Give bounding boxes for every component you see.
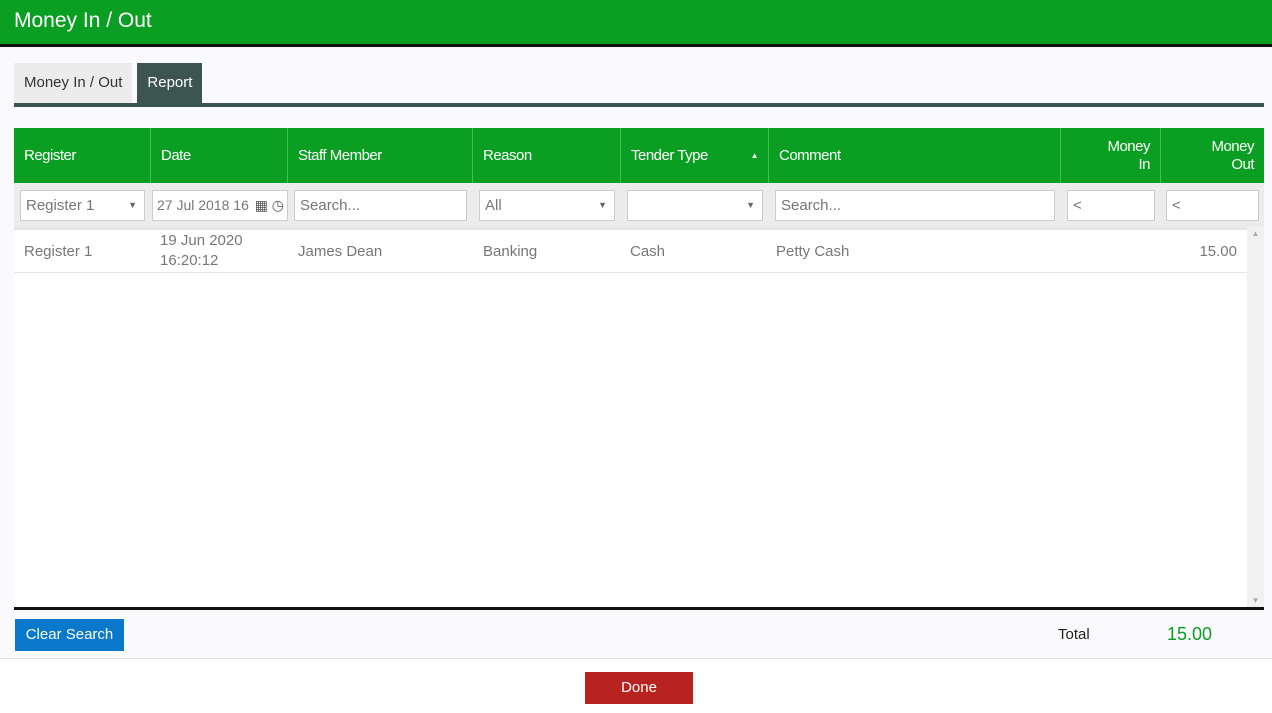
col-money-out[interactable]: Money Out <box>1161 128 1264 183</box>
cell-date-time: 16:20:12 <box>160 252 219 269</box>
col-tender-label: Tender Type <box>631 147 708 164</box>
date-filter[interactable]: 27 Jul 2018 16 ▦ ◷ <box>152 189 288 221</box>
col-tender[interactable]: Tender Type ▲ <box>621 128 769 183</box>
scrollbar[interactable]: ▲ ▼ <box>1247 227 1264 607</box>
reason-filter[interactable]: All ▼ <box>479 189 615 221</box>
chevron-down-icon: ▼ <box>746 200 755 210</box>
chevron-down-icon: ▼ <box>598 200 607 210</box>
col-comment[interactable]: Comment <box>769 128 1061 183</box>
tab-report[interactable]: Report <box>137 63 203 103</box>
table-header: Register Date Staff Member Reason Tender… <box>14 128 1264 183</box>
chevron-down-icon: ▼ <box>128 200 137 210</box>
clear-search-button[interactable]: Clear Search <box>15 619 124 651</box>
reason-filter-value: All <box>485 196 502 214</box>
register-filter-value: Register 1 <box>26 196 95 214</box>
cell-tender: Cash <box>630 242 666 260</box>
money-in-filter[interactable] <box>1067 189 1155 221</box>
col-money-in[interactable]: Money In <box>1061 128 1161 183</box>
tab-divider <box>14 103 1264 107</box>
col-reason[interactable]: Reason <box>473 128 621 183</box>
col-money-out-label: Money Out <box>1211 137 1254 173</box>
tab-money-in-out[interactable]: Money In / Out <box>14 63 133 103</box>
cell-staff: James Dean <box>298 242 383 260</box>
total-value: 15.00 <box>1167 624 1213 644</box>
cell-register: Register 1 <box>24 242 93 260</box>
register-filter[interactable]: Register 1 ▼ <box>20 189 145 221</box>
table-row[interactable]: Register 1 19 Jun 2020 16:20:12 James Dea… <box>14 230 1247 273</box>
scroll-up-icon[interactable]: ▲ <box>1251 229 1260 238</box>
staff-search-input[interactable] <box>294 189 467 221</box>
cell-date: 19 Jun 2020 16:20:12 <box>151 231 288 271</box>
col-register[interactable]: Register <box>14 128 151 183</box>
cell-comment: Petty Cash <box>776 242 850 260</box>
scroll-down-icon[interactable]: ▼ <box>1251 596 1260 605</box>
cell-date-day: 19 Jun 2020 <box>160 232 243 249</box>
filter-row: Register 1 ▼ 27 Jul 2018 16 ▦◷ All ▼ ▼ <box>14 183 1264 227</box>
date-filter-value: 27 Jul 2018 16 <box>157 197 249 213</box>
col-staff[interactable]: Staff Member <box>288 128 473 183</box>
cell-money-out: 15.00 <box>1199 242 1237 260</box>
col-money-in-label: Money In <box>1107 137 1150 173</box>
total-label: Total <box>1058 626 1090 643</box>
col-date[interactable]: Date <box>151 128 288 183</box>
money-out-filter[interactable] <box>1166 189 1259 221</box>
table-body: Register 1 19 Jun 2020 16:20:12 James Dea… <box>14 227 1264 610</box>
done-button[interactable]: Done <box>585 672 693 704</box>
calendar-icon[interactable]: ▦ <box>254 196 268 213</box>
tab-bar: Money In / Out Report <box>14 63 203 103</box>
sort-asc-icon: ▲ <box>750 151 759 160</box>
window-title: Money In / Out <box>0 0 1272 47</box>
cell-reason: Banking <box>483 242 538 260</box>
comment-search-input[interactable] <box>775 189 1055 221</box>
clock-icon[interactable]: ◷ <box>271 196 284 213</box>
report-table: Register Date Staff Member Reason Tender… <box>14 128 1264 610</box>
tender-filter[interactable]: ▼ <box>627 189 763 221</box>
